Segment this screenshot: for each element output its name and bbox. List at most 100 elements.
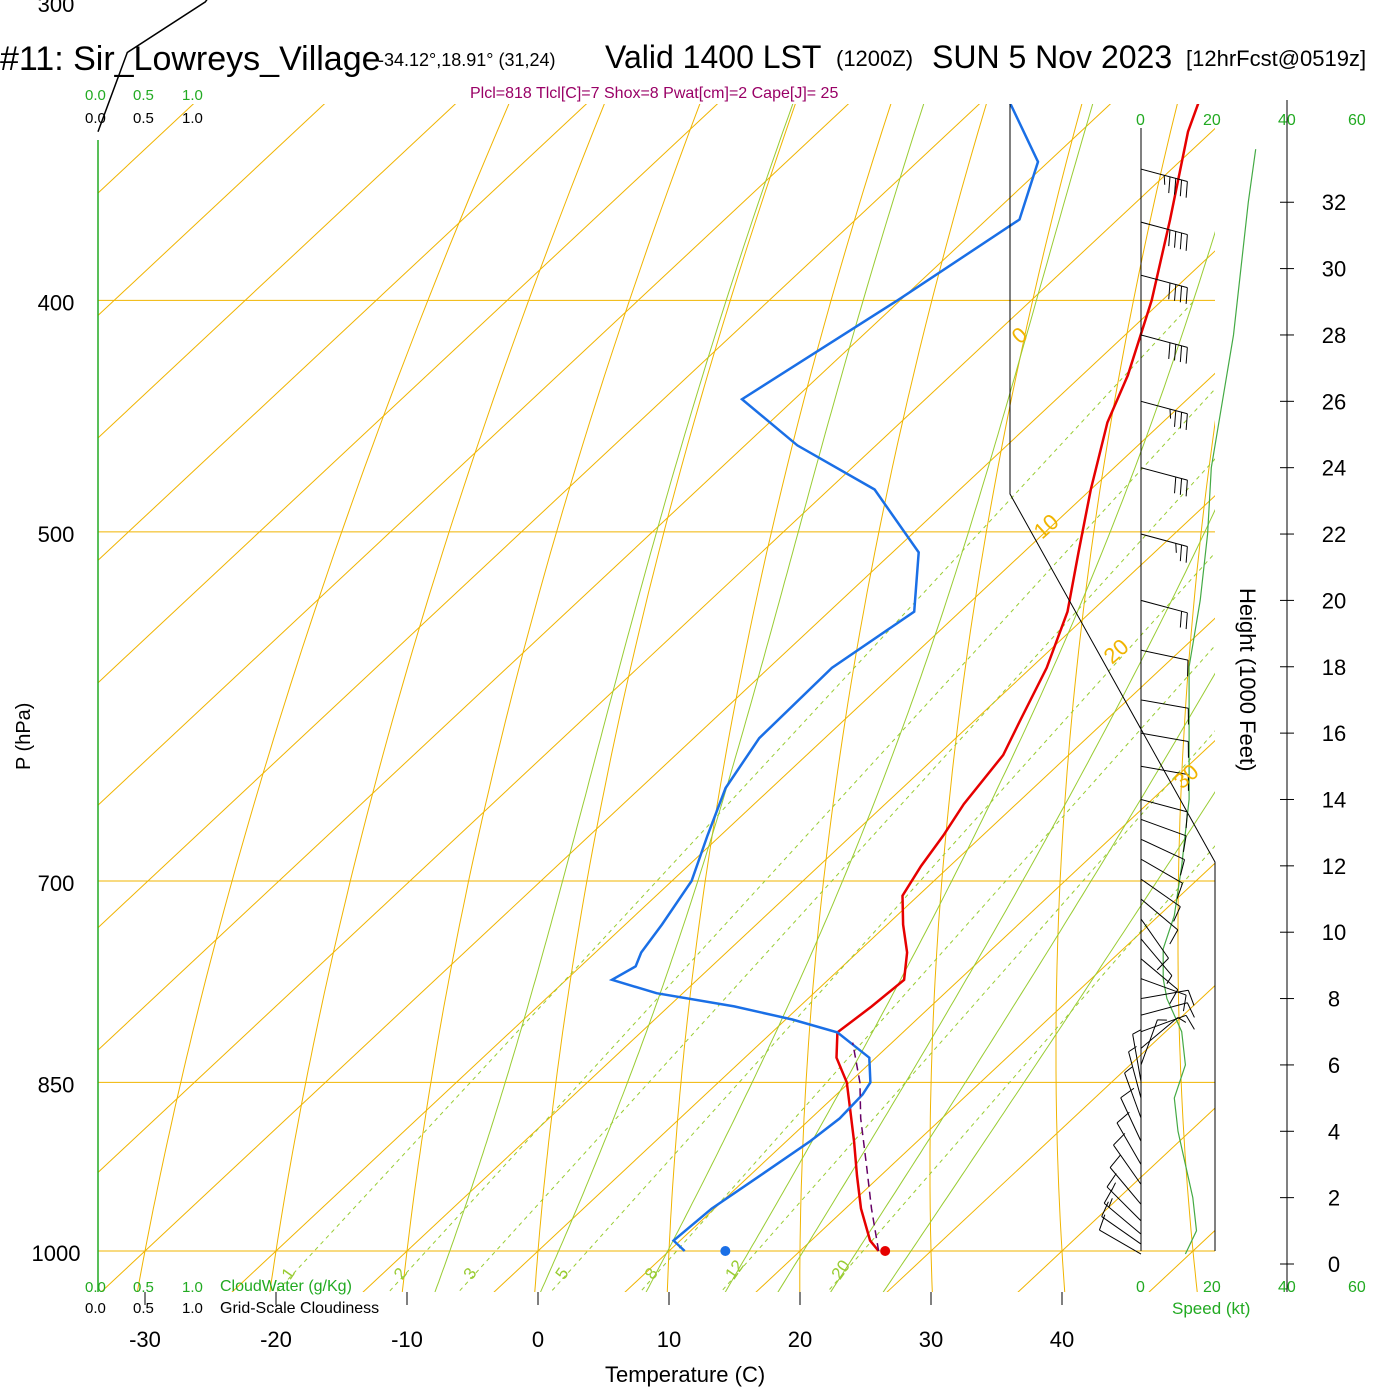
wind-barb-staff — [1140, 818, 1187, 837]
moist-adiabat-12 — [645, 104, 1094, 1292]
wind-barb-staff — [1140, 1019, 1158, 1066]
plot-right-boundary — [1009, 104, 1216, 1251]
x-tick-label-30: 30 — [919, 1327, 943, 1352]
wind-barb-10 — [1132, 1029, 1142, 1082]
wind-barb-staff — [1140, 400, 1188, 415]
y-axis-title: P (hPa) — [13, 703, 35, 770]
moist-adiabat-22 — [777, 509, 1215, 1292]
wind-barb-13 — [1140, 1014, 1195, 1033]
wind-barb-25 — [1140, 798, 1188, 829]
wind-barb-7 — [1120, 1087, 1142, 1142]
wind-barb-staff — [1140, 1017, 1179, 1049]
height-tick-label-12: 12 — [1322, 854, 1346, 879]
wind-barb-flag — [1179, 859, 1185, 876]
cloudiness-tick-bottom-2: 1.0 — [182, 1300, 203, 1317]
valid-time: Valid 1400 LST — [605, 39, 821, 75]
isotherm-30 — [886, 984, 1215, 1292]
wind-barb-2 — [1103, 1188, 1142, 1235]
wind-barb-flag — [1176, 883, 1184, 899]
height-tick-label-0: 0 — [1328, 1252, 1340, 1277]
isotherm--40 — [98, 127, 1215, 1174]
mixing-ratio-label-2: 3 — [460, 1264, 481, 1283]
wind-barb-staff — [1140, 938, 1173, 976]
height-tick-label-8: 8 — [1328, 987, 1340, 1012]
wind-barb-flag — [1185, 811, 1188, 829]
wind-barb-flag — [1187, 990, 1195, 1006]
isotherm--120 — [98, 104, 195, 194]
wind-barb-5 — [1113, 1133, 1142, 1185]
wind-barb-flag — [1174, 231, 1177, 248]
isotherm--110 — [98, 104, 326, 317]
moist-adiabat-18 — [724, 231, 1215, 1292]
wind-barb-flag — [1132, 1029, 1142, 1035]
wind-barb-staff — [1099, 1229, 1142, 1255]
wind-barb-staff — [1132, 1034, 1142, 1082]
wind-barb-flag — [1185, 234, 1188, 251]
wind-barb-15 — [1140, 989, 1195, 1006]
dry-adiabat--10 — [401, 104, 701, 1292]
wind-barb-29 — [1140, 649, 1189, 677]
wind-barb-flag — [1179, 232, 1183, 250]
wind-barb-staff — [1140, 838, 1185, 861]
wind-speed-tick-top-1: 20 — [1203, 112, 1221, 129]
dry-adiabat-30 — [929, 104, 1083, 1292]
wind-barb-staff — [1140, 732, 1189, 742]
wind-barb-flag — [1185, 181, 1188, 198]
height-tick-label-22: 22 — [1322, 522, 1346, 547]
wind-barb-staff — [1140, 878, 1181, 908]
isotherm--50 — [98, 104, 1112, 1051]
wind-barb-31 — [1140, 533, 1188, 563]
wind-barb-flag — [1098, 1214, 1106, 1231]
wind-barb-flag — [1179, 412, 1183, 429]
surface-dewpoint-dot — [720, 1246, 731, 1256]
p-tick-label-500: 500 — [38, 522, 75, 547]
mixing-ratio-line-20 — [826, 845, 1215, 1292]
wind-barb-26 — [1140, 765, 1189, 791]
wind-barb-20 — [1140, 898, 1179, 945]
wind-barbs — [1098, 128, 1257, 1255]
wind-barb-staff — [1140, 599, 1188, 614]
wind-barb-4 — [1109, 1154, 1142, 1205]
isotherm--20 — [231, 372, 1215, 1292]
wind-barb-flag — [1179, 611, 1183, 628]
wind-barb-18 — [1140, 938, 1173, 984]
cloudiness-tick-top-2: 1.0 — [182, 110, 203, 127]
cloudiness-tick-bottom-0: 0.0 — [85, 1300, 106, 1317]
x-tick-label--30: -30 — [129, 1327, 161, 1352]
moist-adiabat--4 — [434, 104, 794, 1292]
moist-adiabat-30 — [882, 791, 1215, 1292]
dry-adiabat-40 — [1055, 104, 1178, 1292]
wind-barb-staff — [1140, 1014, 1187, 1033]
wind-barb-1 — [1101, 1201, 1142, 1245]
wind-speed-profile-line — [1162, 149, 1257, 1255]
forecast-label: [12hrFcst@0519z] — [1186, 46, 1366, 71]
wind-speed-tick-top-2: 40 — [1278, 112, 1296, 129]
parcel-path — [851, 1042, 880, 1252]
wind-barb-flag — [1185, 287, 1188, 304]
wind-barb-37 — [1140, 168, 1188, 198]
mixing-ratio-line-8 — [639, 644, 1215, 1292]
wind-barb-staff — [1140, 978, 1187, 996]
wind-barb-flag — [1103, 1188, 1113, 1204]
wind-barb-24 — [1140, 818, 1187, 852]
height-tick-label-26: 26 — [1322, 389, 1346, 414]
cloudwater-tick-bottom-2: 1.0 — [182, 1279, 203, 1296]
wind-barb-flag — [1174, 344, 1177, 361]
wind-barb-staff — [1140, 1002, 1188, 1016]
isotherm--80 — [98, 104, 719, 684]
isotherm-0 — [493, 617, 1215, 1292]
valid-zulu: (1200Z) — [836, 46, 913, 71]
wind-barb-flag — [1124, 1066, 1133, 1074]
cloudwater-tick-bottom-0: 0.0 — [85, 1279, 106, 1296]
wind-barb-22 — [1140, 858, 1184, 899]
wind-barb-flag — [1179, 544, 1183, 562]
cloudwater-tick-top-2: 1.0 — [182, 87, 203, 104]
wind-barb-flag — [1174, 284, 1177, 301]
wind-speed-tick-bottom-0: 0 — [1136, 1279, 1145, 1296]
wind-barb-staff — [1140, 274, 1188, 289]
wind-barb-flag — [1113, 1133, 1126, 1146]
wind-barb-flag — [1182, 994, 1187, 1012]
cloudiness-tick-top-0: 0.0 — [85, 110, 106, 127]
cloudwater-tick-top-0: 0.0 — [85, 87, 106, 104]
x-axis-title: Temperature (C) — [605, 1362, 765, 1387]
